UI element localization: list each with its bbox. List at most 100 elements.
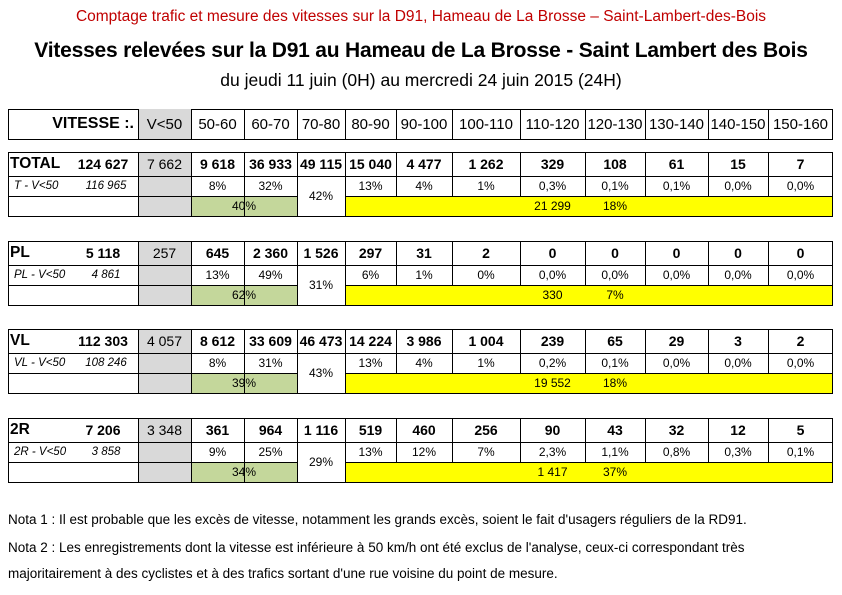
- pct-cell: 0,0%: [601, 268, 629, 282]
- group-total: 5 118: [85, 245, 121, 261]
- table-rule: [452, 329, 453, 373]
- table-rule: [345, 418, 346, 482]
- table-rule: [138, 241, 139, 305]
- group-sub-label: T - V<50: [14, 180, 59, 192]
- pct-cell: 0%: [477, 268, 495, 282]
- note-2-continued: majoritairement à des cyclistes et à des…: [8, 566, 558, 581]
- count-cell: 9 618: [199, 156, 236, 172]
- table-rule: [244, 241, 245, 285]
- table-rule: [520, 418, 521, 462]
- group-sub-label: VL - V<50: [14, 357, 66, 369]
- table-rule: [8, 176, 833, 177]
- pct-cell: 0,0%: [538, 268, 567, 282]
- table-rule: [452, 109, 453, 139]
- table-rule: [832, 152, 833, 216]
- table-rule: [244, 418, 245, 462]
- pct-cell: 0,0%: [786, 179, 815, 193]
- count-cell: 8 612: [199, 333, 236, 349]
- pct-cell: 12%: [411, 445, 437, 459]
- page-subtitle: du jeudi 11 juin (0H) au mercredi 24 jui…: [220, 70, 622, 90]
- count-cell: 239: [540, 333, 565, 349]
- table-rule: [452, 152, 453, 196]
- table-rule: [8, 152, 833, 153]
- table-rule: [396, 418, 397, 462]
- group-total: 124 627: [77, 156, 129, 172]
- speed-range-header: 150-160: [772, 115, 829, 133]
- count-cell: 3 348: [138, 418, 191, 442]
- table-rule: [297, 418, 298, 482]
- table-rule: [8, 418, 9, 482]
- pct-cell: 0,3%: [724, 445, 752, 459]
- pct-cell: 0,0%: [662, 356, 691, 370]
- group-label: TOTAL: [10, 155, 61, 172]
- count-cell: 2 360: [252, 245, 289, 261]
- count-cell: 1 004: [468, 333, 504, 349]
- count-cell: 49 115: [299, 156, 343, 172]
- table-rule: [520, 152, 521, 196]
- table-rule: [768, 329, 769, 373]
- table-rule: [8, 442, 833, 443]
- pct-cell: 13%: [358, 445, 383, 459]
- table-rule: [708, 418, 709, 462]
- table-rule: [8, 373, 297, 374]
- table-rule: [832, 241, 833, 305]
- table-rule: [8, 329, 833, 330]
- table-rule: [645, 109, 646, 139]
- excess-pct: 18%: [602, 376, 628, 390]
- count-cell: 257: [138, 241, 191, 265]
- speed-range-header: 100-110: [459, 115, 513, 133]
- excess-count: 1 417: [537, 465, 568, 479]
- count-cell: 964: [258, 422, 283, 438]
- count-cell: 519: [358, 422, 383, 438]
- table-rule: [8, 152, 9, 216]
- pct-cell: 0,0%: [786, 356, 815, 370]
- count-cell: 2: [796, 333, 805, 349]
- group-sub-total: 116 965: [85, 180, 127, 192]
- table-rule: [520, 109, 521, 139]
- table-rule: [585, 152, 586, 196]
- count-cell: 7: [796, 156, 805, 172]
- table-rule: [8, 216, 833, 217]
- table-rule: [8, 353, 833, 354]
- group-sub-total: 3 858: [91, 446, 121, 458]
- pct-cell: 31%: [258, 356, 283, 370]
- table-rule: [8, 418, 833, 419]
- table-rule: [396, 241, 397, 285]
- table-rule: [8, 329, 9, 393]
- pct-cell: 0,1%: [662, 179, 691, 193]
- table-rule: [8, 265, 833, 266]
- excess-band: [345, 462, 833, 482]
- pct-70-80-cell: 29%: [308, 455, 334, 469]
- table-rule: [452, 241, 453, 285]
- pct-cell: 1%: [477, 356, 495, 370]
- count-cell: 29: [668, 333, 685, 349]
- count-cell: 12: [730, 422, 746, 438]
- table-rule: [708, 241, 709, 285]
- pct-70-80-cell: 31%: [308, 278, 334, 292]
- group-sub-total: 108 246: [85, 357, 127, 369]
- speed-range-header: 90-100: [400, 115, 448, 133]
- table-rule: [708, 329, 709, 373]
- table-rule: [345, 285, 833, 286]
- table-rule: [8, 305, 833, 306]
- speed-range-header: 70-80: [301, 115, 341, 133]
- table-rule: [138, 418, 139, 482]
- pct-cell: 8%: [208, 179, 227, 193]
- count-cell: 108: [603, 156, 627, 172]
- excess-band: [345, 196, 833, 216]
- count-cell: 1 262: [468, 156, 504, 172]
- count-cell: 645: [205, 245, 230, 261]
- pct-cell: 4%: [415, 356, 433, 370]
- table-rule: [645, 418, 646, 462]
- table-rule: [8, 393, 833, 394]
- count-cell: 65: [607, 333, 623, 349]
- count-cell: 15 040: [349, 156, 392, 172]
- count-cell: 361: [205, 422, 230, 438]
- speed-range-header: 60-70: [251, 115, 290, 133]
- table-rule: [832, 418, 833, 482]
- excess-band: [345, 285, 833, 305]
- count-cell: 36 933: [249, 156, 292, 172]
- pct-cell: 0,1%: [786, 445, 815, 459]
- pct-cell: 6%: [361, 268, 380, 282]
- table-rule: [8, 196, 297, 197]
